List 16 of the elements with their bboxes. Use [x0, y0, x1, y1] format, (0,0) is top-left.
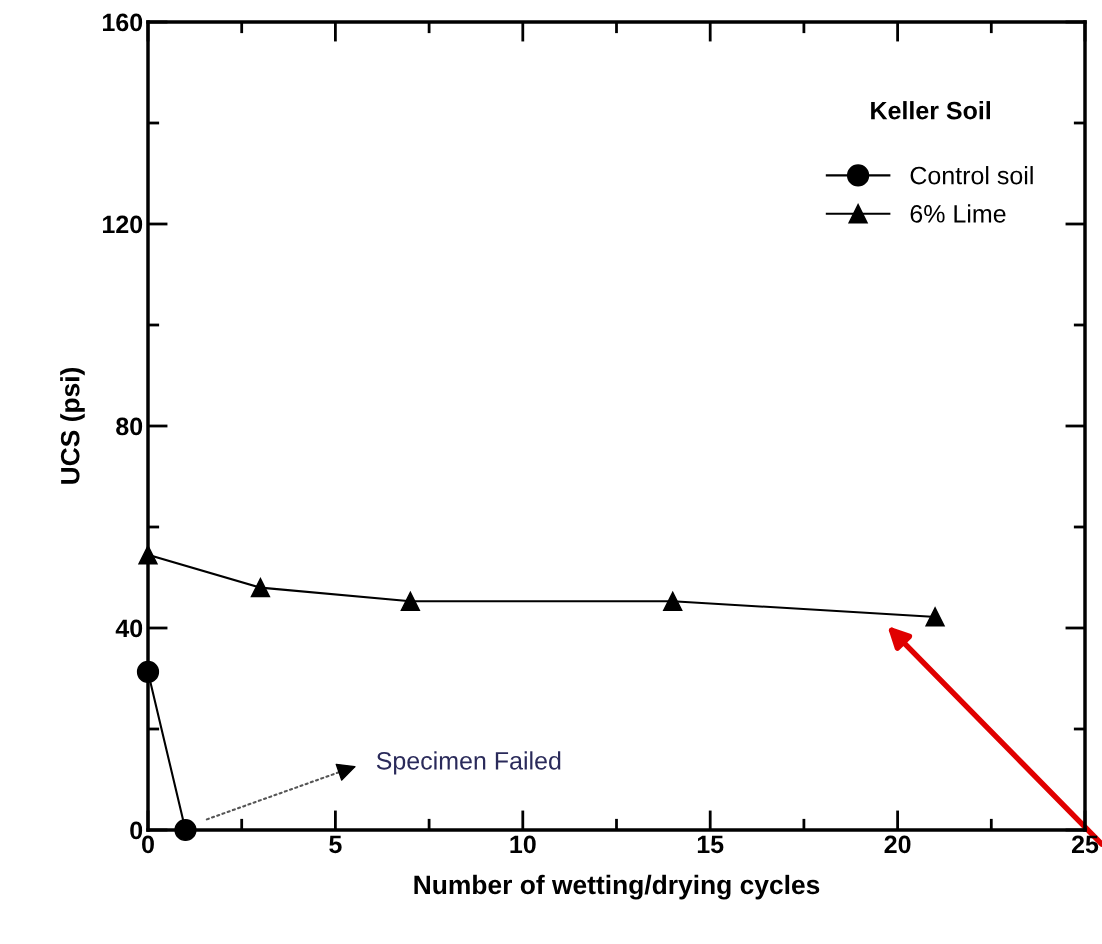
x-axis-title: Number of wetting/drying cycles — [414, 874, 820, 900]
annotation: Specimen Failed — [376, 751, 561, 775]
x-tick-label: 15 — [697, 835, 724, 854]
x-tick-label: 10 — [510, 835, 536, 854]
x-tick-label: 20 — [884, 835, 911, 854]
y-tick-label: 40 — [115, 619, 143, 638]
y-tick-label: 80 — [116, 417, 143, 436]
y-tick-label: 120 — [103, 215, 143, 234]
x-tick-label: 25 — [1071, 835, 1099, 854]
y-tick-label: 0 — [130, 821, 143, 840]
x-tick-label: 5 — [329, 835, 342, 854]
legend-label: 6% Lime — [910, 204, 1006, 223]
y-tick-label: 160 — [103, 13, 143, 32]
legend-label: Control soil — [910, 166, 1033, 185]
y-axis-title: UCS (psi) — [60, 367, 85, 484]
legend-title: Keller Soil — [871, 101, 990, 120]
